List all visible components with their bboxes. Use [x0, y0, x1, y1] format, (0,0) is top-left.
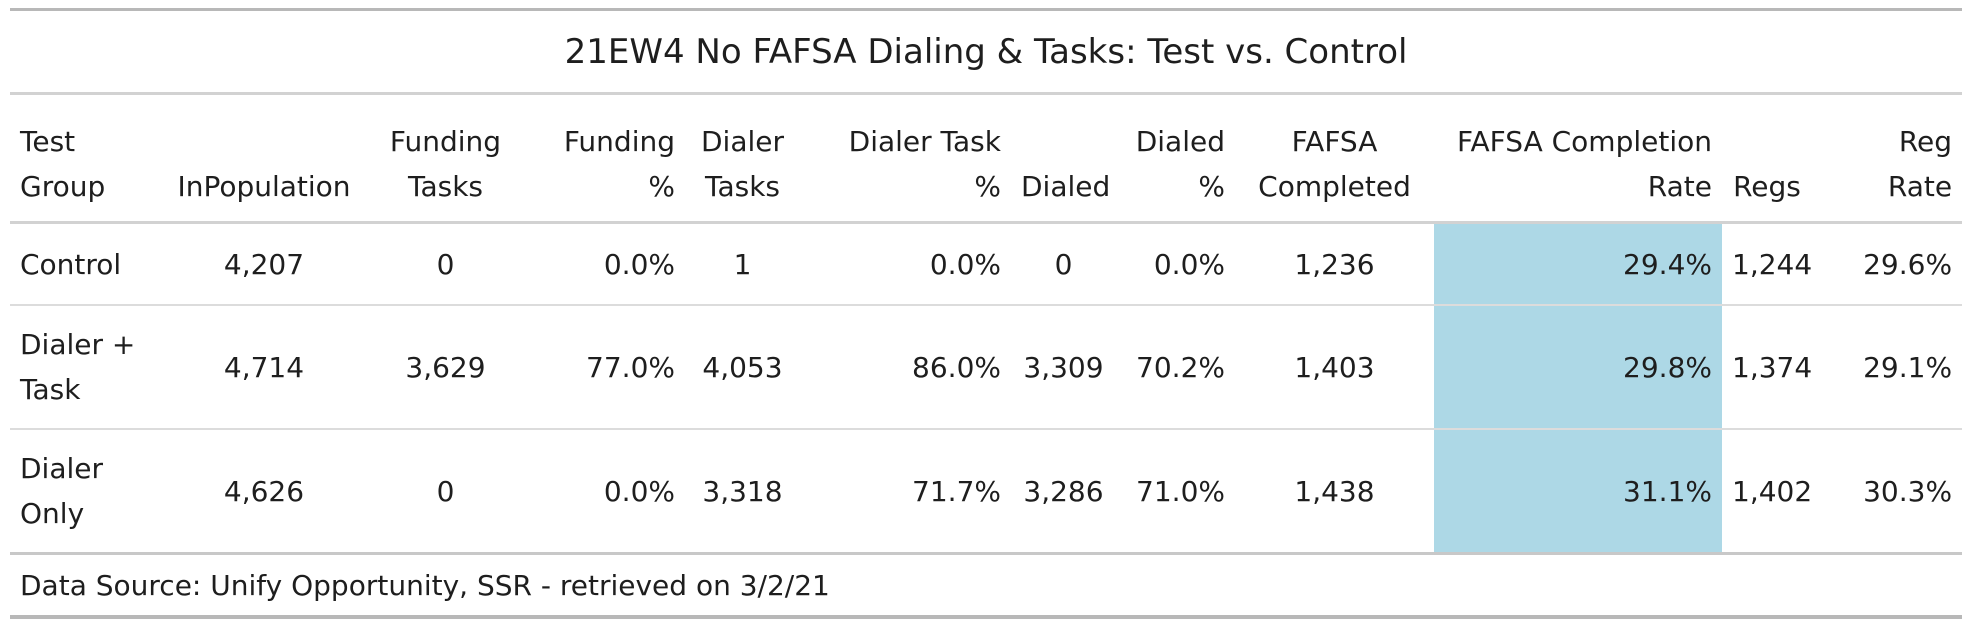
cell-dialed: 3,309 [1011, 305, 1116, 430]
header-dialer-task-pct: Dialer Task% [800, 93, 1011, 224]
cell-funding-tasks: 0 [368, 222, 523, 306]
header-fafsa-completion-rate: FAFSA Completion Rate [1434, 93, 1722, 224]
cell-fafsa-completion-rate: 29.8% [1434, 305, 1722, 430]
cell-dialed: 3,286 [1011, 429, 1116, 555]
cell-dialer-task-pct: 86.0% [800, 305, 1011, 430]
header-test-group: Test Group [10, 93, 160, 224]
cell-fafsa-completion-rate: 31.1% [1434, 429, 1722, 555]
cell-fafsa-completion-rate: 29.4% [1434, 222, 1722, 306]
cell-dialed-pct: 0.0% [1116, 222, 1235, 306]
table-row: Dialer Only 4,626 0 0.0% 3,318 71.7% 3,28… [10, 429, 1963, 555]
cell-funding-pct: 0.0% [523, 222, 685, 306]
header-dialed: Dialed [1011, 93, 1116, 224]
header-dialed-pct: Dialed% [1116, 93, 1235, 224]
table-title: 21EW4 No FAFSA Dialing & Tasks: Test vs.… [10, 8, 1963, 95]
cell-regs: 1,244 [1722, 222, 1812, 306]
cell-test-group: Dialer Only [10, 429, 160, 555]
header-funding-pct: Funding% [523, 93, 685, 224]
cell-dialer-task-pct: 0.0% [800, 222, 1011, 306]
header-funding-tasks: Funding Tasks [368, 93, 523, 224]
cell-reg-rate: 29.1% [1812, 305, 1963, 430]
cell-dialed-pct: 70.2% [1116, 305, 1235, 430]
cell-dialer-tasks: 3,318 [685, 429, 800, 555]
header-regs: Regs [1722, 93, 1812, 224]
cell-test-group: Control [10, 222, 160, 306]
table-row: Dialer + Task 4,714 3,629 77.0% 4,053 86.… [10, 305, 1963, 430]
header-dialer-tasks: Dialer Tasks [685, 93, 800, 224]
footer-row: Data Source: Unify Opportunity, SSR - re… [10, 553, 1963, 619]
cell-funding-tasks: 0 [368, 429, 523, 555]
cell-funding-pct: 0.0% [523, 429, 685, 555]
cell-funding-tasks: 3,629 [368, 305, 523, 430]
table-row: Control 4,207 0 0.0% 1 0.0% 0 0.0% 1,236… [10, 222, 1963, 306]
cell-fafsa-completed: 1,236 [1235, 222, 1434, 306]
cell-dialer-tasks: 1 [685, 222, 800, 306]
cell-inpopulation: 4,207 [160, 222, 368, 306]
cell-reg-rate: 29.6% [1812, 222, 1963, 306]
cell-test-group: Dialer + Task [10, 305, 160, 430]
cell-regs: 1,374 [1722, 305, 1812, 430]
header-row: Test Group InPopulation Funding Tasks Fund… [10, 93, 1963, 224]
cell-inpopulation: 4,626 [160, 429, 368, 555]
cell-reg-rate: 30.3% [1812, 429, 1963, 555]
cell-dialer-task-pct: 71.7% [800, 429, 1011, 555]
cell-dialer-tasks: 4,053 [685, 305, 800, 430]
cell-regs: 1,402 [1722, 429, 1812, 555]
title-row: 21EW4 No FAFSA Dialing & Tasks: Test vs.… [10, 8, 1963, 95]
cell-inpopulation: 4,714 [160, 305, 368, 430]
comparison-table-container: 21EW4 No FAFSA Dialing & Tasks: Test vs.… [10, 8, 1963, 619]
comparison-table: 21EW4 No FAFSA Dialing & Tasks: Test vs.… [10, 8, 1963, 619]
data-source-footnote: Data Source: Unify Opportunity, SSR - re… [10, 553, 1963, 619]
header-fafsa-completed: FAFSA Completed [1235, 93, 1434, 224]
cell-fafsa-completed: 1,403 [1235, 305, 1434, 430]
cell-fafsa-completed: 1,438 [1235, 429, 1434, 555]
cell-dialed: 0 [1011, 222, 1116, 306]
cell-dialed-pct: 71.0% [1116, 429, 1235, 555]
cell-funding-pct: 77.0% [523, 305, 685, 430]
header-inpopulation: InPopulation [160, 93, 368, 224]
header-reg-rate: Reg Rate [1812, 93, 1963, 224]
